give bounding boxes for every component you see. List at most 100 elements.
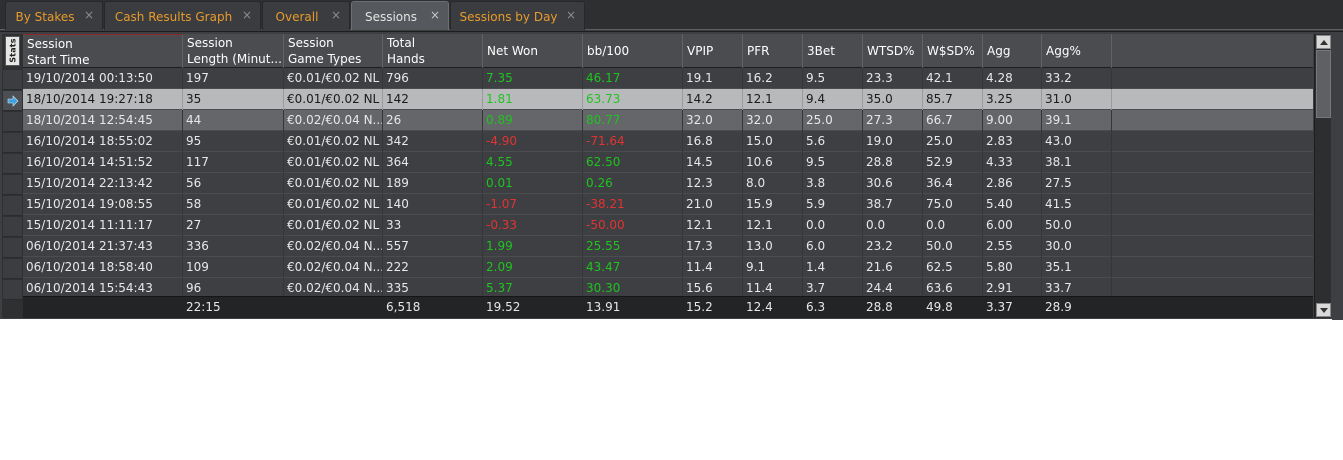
table-row[interactable]: 16/10/2014 14:51:52 117 €0.01/€0.02 NL 364 4…	[23, 152, 1313, 173]
column-header-agg-percent[interactable]: Agg%	[1042, 34, 1112, 68]
column-header-wtsd[interactable]: WTSD%	[863, 34, 923, 68]
column-header-line2: Start Time	[27, 53, 90, 67]
column-header-net-won[interactable]: Net Won	[483, 34, 583, 68]
column-header-session-start-time[interactable]: Session Start Time	[23, 34, 183, 68]
cell-vpip: 21.0	[683, 194, 743, 215]
cell-bb-per-100: 46.17	[583, 68, 683, 89]
cell-agg-percent: 27.5	[1042, 173, 1112, 194]
close-icon[interactable]: ×	[330, 8, 342, 22]
row-indicator[interactable]	[3, 154, 22, 174]
column-header-three-bet[interactable]: 3Bet	[803, 34, 863, 68]
close-icon[interactable]: ×	[429, 8, 441, 22]
tab-cash-results-graph[interactable]: Cash Results Graph ×	[104, 1, 261, 30]
column-header-session-game-types[interactable]: Session Game Types	[284, 34, 383, 68]
tab-sessions-by-day[interactable]: Sessions by Day ×	[450, 1, 585, 30]
close-icon[interactable]: ×	[241, 8, 253, 22]
table-row[interactable]: 19/10/2014 00:13:50 197 €0.01/€0.02 NL 796 7…	[23, 68, 1313, 89]
cell-three-bet: 6.0	[803, 236, 863, 257]
row-indicator[interactable]	[3, 217, 22, 237]
row-indicator[interactable]	[3, 133, 22, 153]
close-icon[interactable]: ×	[83, 8, 95, 22]
table-row[interactable]: 18/10/2014 12:54:45 44 €0.02/€0.04 N... 26 0…	[23, 110, 1313, 131]
close-icon[interactable]: ×	[565, 8, 577, 22]
tab-sessions[interactable]: Sessions ×	[351, 1, 449, 30]
total-agg: 3.37	[986, 300, 1013, 314]
vertical-scrollbar[interactable]	[1314, 34, 1331, 318]
cell-session-game-types: €0.01/€0.02 NL	[284, 131, 383, 152]
scroll-thumb[interactable]	[1316, 50, 1331, 118]
column-header-agg[interactable]: Agg	[983, 34, 1042, 68]
column-header-total-hands[interactable]: Total Hands	[383, 34, 483, 68]
cell-agg: 4.33	[983, 152, 1042, 173]
cell-three-bet: 1.4	[803, 257, 863, 278]
cell-agg-percent: 33.2	[1042, 68, 1112, 89]
row-indicator[interactable]	[3, 280, 22, 300]
column-header-bb-per-100[interactable]: bb/100	[583, 34, 683, 68]
table-row[interactable]: 15/10/2014 22:13:42 56 €0.01/€0.02 NL 189 0.…	[23, 173, 1313, 194]
column-header-wsd[interactable]: W$SD%	[923, 34, 983, 68]
cell-pfr: 10.6	[743, 152, 803, 173]
column-header-line1: PFR	[747, 44, 770, 58]
column-header-line1: Net Won	[487, 44, 538, 58]
cell-wsd: 50.0	[923, 236, 983, 257]
row-indicator[interactable]	[3, 196, 22, 216]
cell-session-start-time: 15/10/2014 22:13:42	[23, 173, 183, 194]
cell-agg: 9.00	[983, 110, 1042, 131]
cell-net-won: -4.90	[483, 131, 583, 152]
row-indicator[interactable]	[3, 259, 22, 279]
tab-by-stakes[interactable]: By Stakes ×	[5, 1, 103, 30]
column-header-session-length[interactable]: Session Length (Minut...	[183, 34, 284, 68]
cell-total-hands: 364	[383, 152, 483, 173]
totals-row: 22:15 6,518 19.52 13.91 15.2 12.4 6.3 28.8 49.8 3…	[23, 296, 1313, 318]
row-indicator[interactable]	[3, 70, 22, 90]
cell-session-length: 197	[183, 68, 284, 89]
table-row[interactable]: 06/10/2014 21:37:43 336 €0.02/€0.04 N... 55…	[23, 236, 1313, 257]
cell-pfr: 16.2	[743, 68, 803, 89]
cell-vpip: 11.4	[683, 257, 743, 278]
cell-net-won: -1.07	[483, 194, 583, 215]
cell-vpip: 32.0	[683, 110, 743, 131]
table-row[interactable]: 15/10/2014 19:08:55 58 €0.01/€0.02 NL 140 -1…	[23, 194, 1313, 215]
tab-overall[interactable]: Overall ×	[262, 1, 350, 30]
row-indicator[interactable]	[3, 238, 22, 258]
cell-vpip: 12.1	[683, 215, 743, 236]
table-row[interactable]: 06/10/2014 15:54:43 96 €0.02/€0.04 N... 335…	[23, 278, 1313, 296]
cell-total-hands: 189	[383, 173, 483, 194]
stats-tab-label: Stats	[8, 38, 18, 63]
cell-three-bet: 5.6	[803, 131, 863, 152]
cell-pfr: 12.1	[743, 89, 803, 110]
table-body: 19/10/2014 00:13:50 197 €0.01/€0.02 NL 796 7…	[23, 68, 1313, 296]
cell-wsd: 62.5	[923, 257, 983, 278]
cell-session-game-types: €0.01/€0.02 NL	[284, 68, 383, 89]
scroll-down-arrow-icon[interactable]	[1316, 303, 1331, 317]
cell-agg-percent: 50.0	[1042, 215, 1112, 236]
cell-wtsd: 35.0	[863, 89, 923, 110]
cell-net-won: 0.01	[483, 173, 583, 194]
cell-wtsd: 0.0	[863, 215, 923, 236]
table-row[interactable]: 18/10/2014 19:27:18 35 €0.01/€0.02 NL 142 1.…	[23, 89, 1313, 110]
cell-agg: 3.25	[983, 89, 1042, 110]
column-header-vpip[interactable]: VPIP	[683, 34, 743, 68]
tab-label: Cash Results Graph	[114, 10, 233, 24]
row-indicator[interactable]	[3, 91, 22, 111]
cell-wsd: 52.9	[923, 152, 983, 173]
row-indicator[interactable]	[3, 112, 22, 132]
cell-total-hands: 26	[383, 110, 483, 131]
cell-net-won: -0.33	[483, 215, 583, 236]
column-header-pfr[interactable]: PFR	[743, 34, 803, 68]
table-row[interactable]: 06/10/2014 18:58:40 109 €0.02/€0.04 N... 22…	[23, 257, 1313, 278]
stats-tab[interactable]: Stats	[5, 36, 20, 66]
cell-agg-percent: 38.1	[1042, 152, 1112, 173]
cell-vpip: 14.5	[683, 152, 743, 173]
cell-three-bet: 3.8	[803, 173, 863, 194]
table-row[interactable]: 15/10/2014 11:11:17 27 €0.01/€0.02 NL 33 -0.…	[23, 215, 1313, 236]
cell-pfr: 9.1	[743, 257, 803, 278]
table-row[interactable]: 16/10/2014 18:55:02 95 €0.01/€0.02 NL 342 -4…	[23, 131, 1313, 152]
row-indicator[interactable]	[3, 175, 22, 195]
cell-wtsd: 23.3	[863, 68, 923, 89]
cell-session-game-types: €0.02/€0.04 N...	[284, 236, 383, 257]
cell-bb-per-100: 80.77	[583, 110, 683, 131]
cell-wsd: 0.0	[923, 215, 983, 236]
cell-agg-percent: 41.5	[1042, 194, 1112, 215]
scroll-up-arrow-icon[interactable]	[1316, 35, 1331, 49]
